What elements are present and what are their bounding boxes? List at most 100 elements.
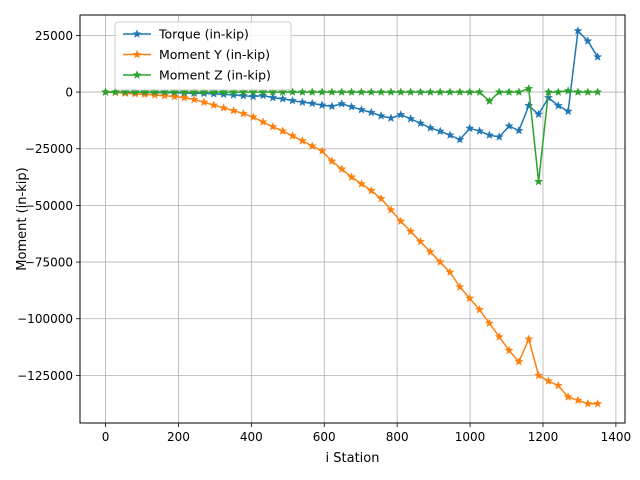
y-tick-label: −125000 [17,369,73,383]
data-point [425,87,435,96]
x-tick-label: 600 [313,430,336,444]
data-point [406,226,416,236]
data-point [563,86,573,95]
data-point [504,87,514,96]
data-point [287,95,298,105]
legend-item: Moment Y (in-kip) [123,47,270,62]
data-point [455,282,465,291]
data-point [150,87,160,96]
data-point [120,87,130,96]
data-point [445,130,455,139]
legend-label: Moment Y (in-kip) [159,47,270,62]
legend-marker [132,29,142,38]
data-point [396,87,406,96]
data-point [396,216,406,226]
data-point [534,370,544,380]
data-point [524,83,534,93]
data-point [110,87,120,96]
legend-item: Moment Z (in-kip) [123,68,271,83]
data-point [583,398,593,408]
data-point [376,111,386,120]
data-point [317,100,327,110]
data-point [415,118,426,128]
data-point [258,87,268,96]
data-point [543,87,553,96]
data-point [514,87,524,96]
data-point [307,98,317,108]
data-point [258,117,268,126]
data-point [494,332,504,341]
data-point [553,87,563,96]
data-point [347,87,357,96]
data-point [307,141,317,150]
legend-box [114,21,292,91]
data-point [347,102,357,111]
data-point [179,92,189,102]
data-point [327,87,337,96]
data-point [465,123,475,133]
data-point [130,87,140,96]
data-point [386,87,396,96]
data-point [455,87,465,96]
legend-label: Torque (in-kip) [158,27,249,42]
data-point [278,94,288,103]
data-point [287,131,298,140]
x-tick-label: 1400 [601,430,632,444]
data-point [386,113,396,122]
data-point [386,205,396,214]
data-point [219,87,229,96]
data-point [376,87,386,96]
data-point [356,87,366,96]
data-point [169,91,179,101]
data-point [593,87,603,96]
data-point [307,87,317,96]
data-point [189,94,199,104]
y-tick-label: −100000 [17,312,73,326]
data-point [287,87,298,96]
data-point [583,87,593,96]
data-point [455,134,465,144]
data-point [435,87,445,96]
data-point [219,103,229,112]
data-point [366,107,376,117]
legend-label: Moment Z (in-kip) [159,68,271,83]
data-point [475,304,485,314]
data-point [228,105,239,115]
y-tick-label: −50000 [25,199,73,213]
data-point [199,87,209,96]
data-point [415,87,426,96]
x-tick-label: 800 [386,430,409,444]
data-point [406,87,416,96]
data-point [573,87,583,96]
data-point [484,96,494,105]
data-point [475,87,485,96]
data-point [553,100,563,110]
data-point [514,125,524,135]
data-point [238,90,248,100]
data-point [297,97,307,107]
data-point [356,104,366,114]
data-point [248,91,258,101]
data-point [406,114,416,123]
data-point [169,87,179,96]
data-point [268,87,278,96]
data-point [524,334,534,343]
data-point [465,87,475,96]
data-point [337,99,347,108]
data-point [435,126,445,136]
grid [80,15,625,423]
data-point [337,87,347,96]
data-point [484,318,494,328]
data-point [327,101,337,111]
data-point [593,52,603,61]
data-point [268,92,278,102]
data-point [356,179,366,188]
data-point [376,193,386,203]
data-point [209,100,219,110]
data-point [160,87,170,96]
data-point [366,87,376,96]
data-point [258,90,268,100]
x-tick-label: 1200 [528,430,559,444]
data-point [583,36,593,45]
